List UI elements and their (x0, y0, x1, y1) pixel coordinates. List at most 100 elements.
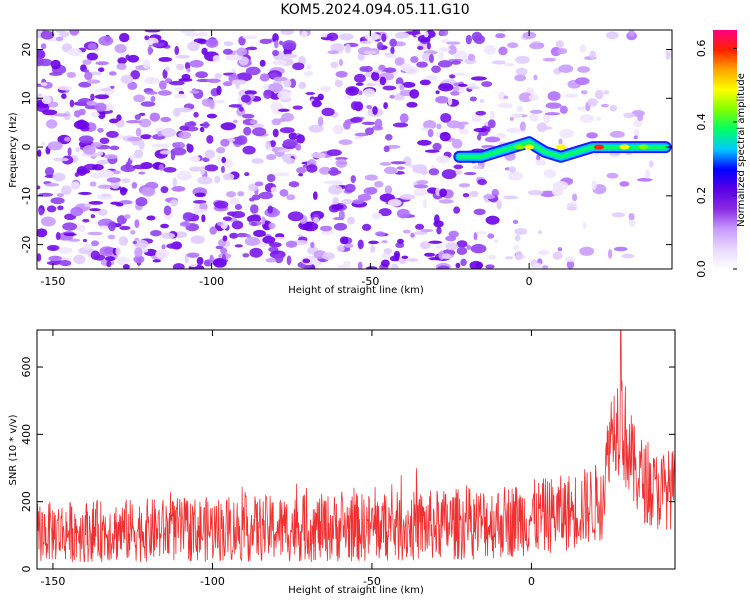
noise-blob (503, 62, 515, 67)
noise-blob (109, 118, 119, 124)
noise-blob (236, 47, 248, 56)
noise-blob (495, 33, 506, 39)
noise-blob (251, 158, 264, 164)
noise-blob (155, 249, 170, 259)
noise-blob (274, 253, 284, 264)
noise-blob (86, 101, 98, 106)
noise-blob (381, 259, 390, 268)
noise-blob (338, 139, 353, 145)
noise-blob (542, 57, 556, 62)
noise-blob (220, 247, 228, 254)
noise-blob (345, 86, 360, 96)
noise-blob (440, 39, 450, 43)
noise-blob (87, 42, 97, 50)
noise-blob (559, 105, 568, 114)
noise-blob (343, 260, 351, 267)
noise-blob (161, 143, 170, 149)
noise-blob (246, 46, 258, 51)
noise-blob (259, 73, 270, 82)
noise-blob (374, 118, 383, 129)
noise-blob (63, 233, 77, 237)
noise-blob (451, 138, 463, 149)
noise-blob (321, 252, 335, 260)
noise-blob (195, 208, 208, 213)
noise-blob (108, 71, 117, 76)
noise-blob (145, 77, 154, 83)
noise-blob (385, 54, 397, 59)
noise-blob (545, 102, 562, 109)
noise-blob (438, 199, 454, 204)
noise-blob (417, 45, 424, 50)
noise-blob (394, 31, 410, 39)
noise-blob (171, 186, 186, 192)
noise-blob (453, 206, 461, 214)
noise-blob (363, 50, 377, 55)
snr-frame (36, 329, 676, 570)
noise-blob (99, 246, 115, 257)
noise-blob (158, 80, 167, 90)
y-tick-label: -10 (20, 187, 33, 205)
noise-blob (206, 78, 221, 83)
noise-blob (370, 245, 376, 253)
noise-blob (383, 166, 398, 175)
noise-blob (439, 30, 449, 37)
noise-blob (222, 235, 228, 242)
noise-blob (116, 114, 122, 121)
noise-blob (90, 142, 102, 148)
noise-blob (152, 42, 165, 47)
noise-blob (389, 38, 398, 47)
noise-blob (198, 31, 208, 37)
snr-line (37, 330, 675, 563)
noise-blob (231, 79, 247, 85)
noise-blob (106, 260, 112, 268)
noise-blob (390, 46, 395, 55)
noise-blob (321, 107, 335, 117)
noise-blob (184, 62, 191, 70)
noise-blob (197, 176, 213, 185)
noise-blob (109, 145, 120, 151)
noise-blob (317, 93, 324, 100)
noise-blob (390, 263, 399, 269)
noise-blob (417, 139, 432, 146)
noise-blob (120, 74, 134, 84)
noise-blob (250, 204, 259, 214)
noise-blob (47, 141, 63, 151)
noise-blob (437, 265, 450, 269)
signal-hotspot (638, 144, 649, 150)
noise-blob (514, 234, 521, 242)
noise-blob (189, 263, 198, 268)
noise-blob (375, 231, 386, 237)
noise-blob (236, 232, 249, 238)
noise-blob (116, 256, 130, 266)
noise-blob (649, 160, 654, 168)
noise-blob (409, 89, 420, 99)
noise-blob (38, 208, 44, 216)
noise-blob (199, 126, 205, 133)
noise-blob (399, 84, 405, 91)
noise-blob (189, 90, 200, 94)
noise-blob (163, 205, 172, 216)
noise-blob (339, 33, 354, 41)
noise-blob (62, 222, 78, 231)
noise-blob (282, 157, 296, 163)
noise-blob (317, 116, 324, 127)
noise-blob (511, 113, 523, 119)
noise-blob (333, 222, 348, 231)
noise-blob (61, 185, 72, 196)
noise-blob (242, 35, 258, 40)
noise-blob (566, 260, 575, 269)
noise-blob (184, 121, 197, 127)
noise-blob (420, 229, 434, 233)
noise-blob (357, 261, 363, 269)
x-tick-label: -100 (200, 575, 225, 588)
noise-blob (52, 172, 66, 182)
noise-blob (353, 73, 366, 83)
noise-blob (135, 127, 142, 137)
noise-blob (306, 164, 318, 173)
noise-blob (47, 101, 59, 108)
noise-blob (37, 253, 42, 262)
noise-blob (193, 111, 199, 118)
y-tick-label: 0 (20, 144, 33, 151)
noise-blob (160, 223, 169, 229)
signal-hotspot (593, 144, 604, 150)
